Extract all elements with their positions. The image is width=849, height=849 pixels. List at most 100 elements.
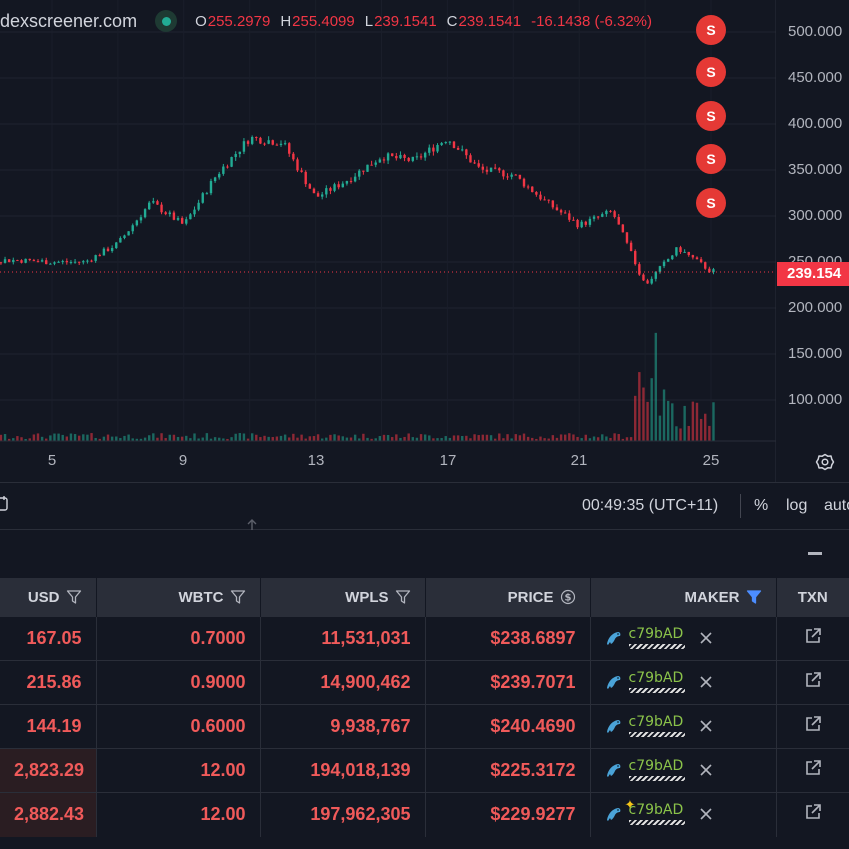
chart-canvas[interactable] <box>0 0 776 482</box>
volume-bar <box>263 435 266 441</box>
candle-body <box>502 170 505 177</box>
auto-scale-toggle[interactable]: auto <box>824 497 849 514</box>
maker-address-link[interactable]: c79bAD <box>628 669 684 686</box>
volume-bar <box>436 438 439 441</box>
maker-address-link[interactable]: c79bAD <box>628 713 684 730</box>
timezone-clock[interactable]: 00:49:35 (UTC+11) <box>582 497 719 514</box>
table-row[interactable]: 2,882.43 12.00 197,962,305 $229.9277 ✦ c79bAD <box>0 792 849 837</box>
percent-scale-toggle[interactable]: % <box>754 497 769 514</box>
maker-address-link[interactable]: c79bAD <box>628 625 684 642</box>
dolphin-icon <box>606 807 620 821</box>
usd-cell: 2,823.29 <box>0 748 97 793</box>
dolphin-icon <box>606 763 620 777</box>
filter-icon[interactable] <box>395 589 411 605</box>
candle-body <box>263 143 266 145</box>
currency-toggle-icon[interactable]: $ <box>560 589 576 605</box>
candle-body <box>168 212 171 215</box>
candle-body <box>510 174 513 177</box>
volume-bar <box>139 438 143 441</box>
sell-marker[interactable]: S <box>696 144 726 174</box>
column-header-price[interactable]: PRICE $ <box>425 578 591 617</box>
txn-cell <box>776 748 849 793</box>
dolphin-icon <box>606 675 620 689</box>
volume-bar <box>481 434 485 441</box>
maker-cell: c79bAD <box>590 704 777 749</box>
candle-body <box>172 212 176 220</box>
volume-bar <box>279 435 283 441</box>
volume-bar <box>448 437 452 441</box>
candle-body <box>531 186 534 193</box>
close-icon[interactable] <box>699 675 713 689</box>
wpls-cell: 14,900,462 <box>260 660 426 705</box>
close-icon[interactable] <box>699 763 713 777</box>
sell-marker[interactable]: S <box>696 15 726 45</box>
external-link-icon[interactable] <box>804 759 822 777</box>
volume-bar <box>514 434 517 441</box>
external-link-icon[interactable] <box>804 671 822 689</box>
candle-body <box>596 216 600 218</box>
column-header-maker[interactable]: MAKER <box>590 578 777 617</box>
table-header-row: USD WBTC WPLS <box>0 578 849 617</box>
txn-cell <box>776 792 849 837</box>
maker-address-link[interactable]: c79bAD <box>628 757 684 774</box>
volume-bar <box>168 434 171 441</box>
volume-bar <box>675 426 678 441</box>
settings-gear-icon[interactable] <box>815 452 835 472</box>
table-row[interactable]: 215.86 0.9000 14,900,462 $239.7071 c79bAD <box>0 660 849 705</box>
maker-badge <box>628 687 685 693</box>
table-row[interactable]: 2,823.29 12.00 194,018,139 $225.3172 c79bAD <box>0 748 849 793</box>
column-header-wpls[interactable]: WPLS <box>260 578 426 617</box>
candle-body <box>666 259 670 262</box>
candle-body <box>580 221 583 228</box>
volume-bar <box>473 434 476 441</box>
wpls-cell: 9,938,767 <box>260 704 426 749</box>
candle-body <box>448 141 452 143</box>
candle-body <box>106 248 110 252</box>
table-row[interactable]: 167.05 0.7000 11,531,031 $238.6897 c79bAD <box>0 616 849 661</box>
external-link-icon[interactable] <box>804 715 822 733</box>
volume-bar <box>7 438 11 441</box>
chart-bottom-toolbar: 00:49:35 (UTC+11) % log auto <box>0 482 849 532</box>
market-status-icon <box>155 10 178 32</box>
volume-bar <box>300 434 303 441</box>
usd-cell: 215.86 <box>0 660 97 705</box>
table-row[interactable]: 144.19 0.6000 9,938,767 $240.4690 c79bAD <box>0 704 849 749</box>
candle-body <box>522 178 526 187</box>
volume-bar <box>148 435 151 441</box>
volume-bar <box>230 437 233 441</box>
volume-bar <box>110 436 114 441</box>
sell-marker[interactable]: S <box>696 57 726 87</box>
price-cell: $229.9277 <box>425 792 591 837</box>
sell-marker[interactable]: S <box>696 188 726 218</box>
close-icon[interactable] <box>699 631 713 645</box>
volume-bar <box>271 437 274 441</box>
volume-bar <box>69 433 73 441</box>
filter-icon[interactable] <box>66 589 82 605</box>
filter-icon[interactable] <box>230 589 246 605</box>
candle-body <box>444 142 447 144</box>
calendar-icon[interactable] <box>0 495 8 511</box>
volume-bar <box>345 437 349 441</box>
column-header-usd[interactable]: USD <box>0 578 97 617</box>
price-chart[interactable]: dexscreener.com O 255.2979 H 255.4099 L … <box>0 0 849 526</box>
log-scale-toggle[interactable]: log <box>786 497 808 514</box>
candle-body <box>69 262 73 264</box>
close-icon[interactable] <box>699 719 713 733</box>
external-link-icon[interactable] <box>804 627 822 645</box>
minimize-panel-button[interactable] <box>808 552 822 555</box>
sell-marker[interactable]: S <box>696 101 726 131</box>
candle-body <box>539 194 542 200</box>
external-link-icon[interactable] <box>804 803 822 821</box>
filter-active-icon[interactable] <box>746 589 762 605</box>
change-value: -16.1438 (-6.32%) <box>531 12 652 30</box>
candle-body <box>526 186 530 188</box>
close-icon[interactable] <box>699 807 713 821</box>
volume-bar <box>559 434 563 441</box>
candle-body <box>436 144 439 152</box>
volume-bar <box>370 438 373 441</box>
volume-bar <box>366 437 369 441</box>
high-key: H <box>280 12 292 30</box>
column-header-wbtc[interactable]: WBTC <box>96 578 261 617</box>
maker-address-link[interactable]: c79bAD <box>628 801 684 818</box>
candle-body <box>576 219 579 228</box>
